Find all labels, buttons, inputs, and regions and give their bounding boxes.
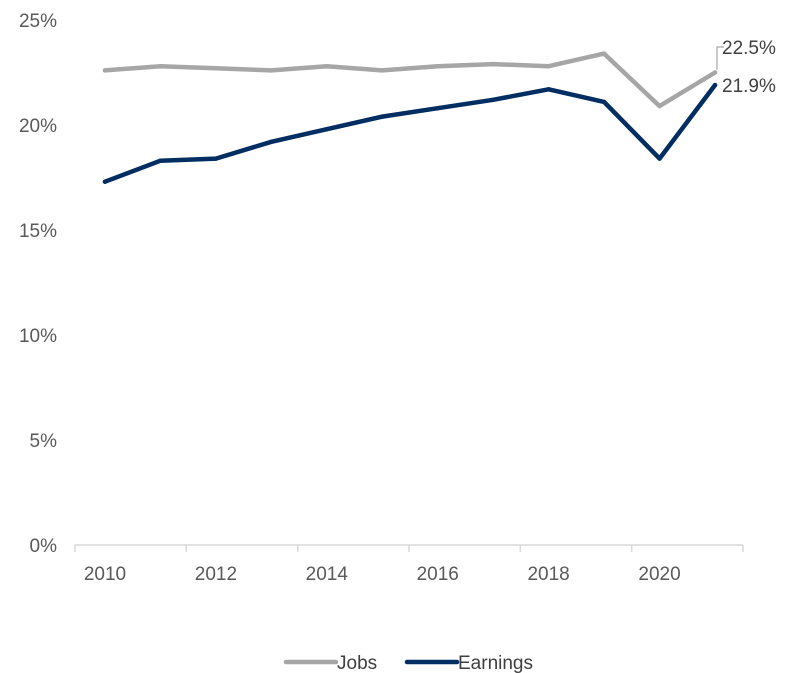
data-point-earnings <box>158 158 163 163</box>
data-point-earnings <box>712 82 718 88</box>
data-point-jobs <box>269 68 274 73</box>
series-line-earnings <box>102 82 718 184</box>
data-point-jobs <box>213 66 219 71</box>
series-lines <box>102 51 718 184</box>
x-axis-ticks: 2010 2012 2014 2016 2018 2020 <box>84 564 681 585</box>
end-label-earnings: 21.9% <box>722 76 776 97</box>
data-point-earnings <box>324 127 330 132</box>
data-point-earnings <box>269 139 274 144</box>
legend-label-earnings: Earnings <box>458 653 533 673</box>
x-tick-label: 2014 <box>306 564 349 585</box>
data-point-earnings <box>435 106 440 111</box>
data-point-earnings <box>657 156 662 161</box>
data-point-jobs <box>102 68 108 73</box>
data-point-jobs <box>601 51 607 56</box>
data-point-jobs <box>324 63 330 69</box>
x-axis <box>74 544 744 552</box>
x-tick-label: 2010 <box>84 564 126 585</box>
end-labels: 22.5% 21.9% <box>716 38 776 97</box>
data-point-jobs <box>380 68 385 73</box>
end-label-jobs: 22.5% <box>722 38 776 59</box>
data-point-earnings <box>102 179 108 184</box>
legend-label-jobs: Jobs <box>337 653 377 673</box>
data-point-jobs <box>712 70 718 75</box>
x-tick-label: 2012 <box>195 564 237 585</box>
legend: Jobs Earnings <box>283 653 533 673</box>
series-line-jobs <box>102 51 718 109</box>
end-label-leader-line <box>716 46 724 70</box>
data-point-earnings <box>546 87 551 92</box>
data-point-earnings <box>380 114 385 119</box>
data-point-jobs <box>435 63 440 69</box>
data-point-earnings <box>601 99 607 105</box>
y-tick-label: 25% <box>19 11 57 32</box>
y-tick-label: 20% <box>19 116 57 137</box>
data-point-earnings <box>490 97 496 103</box>
data-point-jobs <box>158 63 163 69</box>
y-tick-label: 15% <box>19 221 57 242</box>
data-point-jobs <box>546 63 551 69</box>
x-tick-label: 2020 <box>638 564 680 585</box>
y-tick-label: 10% <box>19 326 57 347</box>
x-tick-label: 2018 <box>527 564 569 585</box>
x-tick-label: 2016 <box>417 564 459 585</box>
data-point-earnings <box>213 156 219 161</box>
data-point-jobs <box>490 61 496 67</box>
y-tick-label: 5% <box>30 431 58 452</box>
y-axis-ticks: 0% 5% 10% 15% 20% 25% <box>19 11 57 557</box>
data-point-jobs <box>657 103 662 109</box>
y-tick-label: 0% <box>30 536 58 557</box>
